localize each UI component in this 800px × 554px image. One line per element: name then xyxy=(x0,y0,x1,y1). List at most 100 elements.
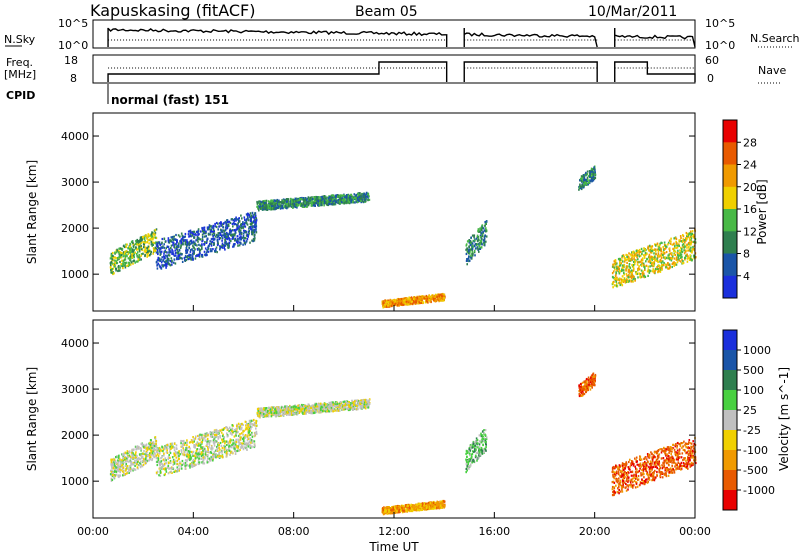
echo-cell xyxy=(651,263,653,266)
echo-cell xyxy=(195,450,198,453)
echo-cell xyxy=(254,223,256,226)
echo-cell xyxy=(670,240,672,243)
echo-cell xyxy=(179,252,182,255)
echo-cell xyxy=(328,202,330,205)
echo-cell xyxy=(241,223,244,226)
echo-cell xyxy=(201,255,203,258)
echo-cell xyxy=(122,267,124,270)
echo-cell xyxy=(184,235,186,238)
echo-cell xyxy=(255,432,258,435)
echo-cell xyxy=(317,204,319,207)
echo-cell xyxy=(168,251,170,254)
echo-cell xyxy=(210,244,213,247)
echo-cell xyxy=(110,464,113,467)
echo-cell xyxy=(114,251,116,254)
echo-cell xyxy=(587,181,590,184)
echo-cell xyxy=(110,253,113,256)
echo-cell xyxy=(635,249,638,252)
echo-cell xyxy=(340,199,343,202)
echo-cell xyxy=(628,268,630,272)
echo-cell xyxy=(131,255,134,258)
echo-cell xyxy=(112,267,115,270)
echo-cell xyxy=(167,241,170,244)
echo-cell xyxy=(382,302,384,305)
echo-cell xyxy=(161,446,164,449)
echo-cell xyxy=(405,302,407,305)
echo-cell xyxy=(667,262,669,265)
echo-cell xyxy=(681,247,683,250)
echo-cell xyxy=(439,298,442,301)
echo-cell xyxy=(227,242,230,245)
echo-cell xyxy=(259,202,262,205)
nsky-tick-high: 10^5 xyxy=(58,17,88,30)
echo-cell xyxy=(119,466,121,469)
echo-cell xyxy=(145,443,148,446)
echo-cell xyxy=(152,243,154,246)
echo-cell xyxy=(204,253,206,256)
echo-cell xyxy=(172,261,175,264)
echo-cell xyxy=(323,200,326,203)
echo-cell xyxy=(185,251,187,255)
echo-cell xyxy=(173,258,176,261)
echo-cell xyxy=(341,194,343,197)
echo-cell xyxy=(117,265,120,268)
echo-cell xyxy=(340,194,342,197)
echo-cell xyxy=(207,226,210,229)
echo-cell xyxy=(622,260,624,263)
freq-label: Freq. xyxy=(6,56,33,69)
echo-cell xyxy=(149,254,151,257)
echo-cell xyxy=(261,204,264,207)
echo-cell xyxy=(185,449,187,452)
echo-cell xyxy=(191,231,194,234)
echo-cell xyxy=(180,253,183,256)
echo-cell xyxy=(324,197,326,200)
echo-cell xyxy=(138,244,140,247)
echo-cell xyxy=(173,254,176,257)
echo-cell xyxy=(583,178,585,181)
echo-cell xyxy=(426,297,428,300)
echo-cell xyxy=(186,441,188,444)
echo-cell xyxy=(176,239,178,242)
echo-cell xyxy=(305,197,307,200)
echo-cell xyxy=(150,252,152,255)
echo-cell xyxy=(176,251,178,254)
echo-cell xyxy=(211,445,213,448)
echo-cell xyxy=(245,218,248,221)
echo-cell xyxy=(407,303,410,306)
echo-cell xyxy=(275,206,278,209)
echo-cell xyxy=(144,240,146,243)
echo-cell xyxy=(217,228,219,231)
echo-cell xyxy=(242,430,244,433)
echo-cell xyxy=(115,461,117,465)
echo-cell xyxy=(117,249,120,252)
echo-cell xyxy=(255,419,257,422)
echo-cell xyxy=(478,250,480,253)
echo-cell xyxy=(325,199,328,202)
echo-cell xyxy=(261,203,263,206)
echo-cell xyxy=(252,229,254,232)
echo-cell xyxy=(239,236,242,239)
echo-cell xyxy=(664,247,666,251)
echo-cell xyxy=(199,244,202,247)
echo-cell xyxy=(159,243,162,246)
echo-cell xyxy=(156,242,158,245)
echo-cell xyxy=(218,444,220,447)
echo-cell xyxy=(219,247,221,250)
echo-cell xyxy=(238,233,241,236)
echo-cell xyxy=(165,250,167,254)
echo-cell xyxy=(216,251,218,254)
echo-cell xyxy=(626,261,628,264)
echo-cell xyxy=(672,247,674,250)
echo-cell xyxy=(337,202,340,205)
echo-cell xyxy=(643,256,646,259)
echo-cell xyxy=(618,267,620,270)
echo-cell xyxy=(228,238,231,241)
echo-cell xyxy=(253,239,256,242)
echo-cell xyxy=(235,434,237,437)
echo-cell xyxy=(217,437,220,440)
echo-cell xyxy=(153,445,156,448)
echo-cell xyxy=(154,233,156,236)
echo-cell xyxy=(481,224,484,227)
echo-cell xyxy=(129,258,131,261)
echo-cell xyxy=(124,250,126,253)
